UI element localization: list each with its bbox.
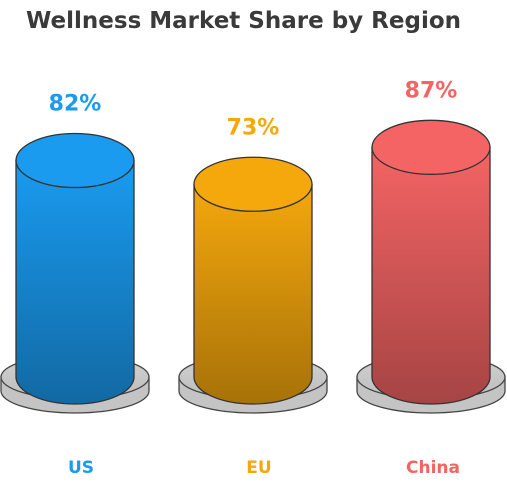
bars-group: 82% US 73% EU 87% China: [0, 78, 506, 478]
bar-eu: [193, 183, 313, 405]
category-label-us: US: [68, 458, 94, 478]
value-label-eu: 73%: [227, 115, 280, 140]
bar-us: [15, 159, 135, 405]
bar-china: [371, 146, 491, 405]
value-label-china: 87%: [405, 78, 458, 103]
value-label-us: 82%: [49, 92, 102, 117]
chart-title: Wellness Market Share by Region: [26, 8, 461, 34]
bar-top-eu: [193, 156, 313, 212]
category-label-eu: EU: [246, 458, 271, 478]
bar-top-china: [371, 119, 491, 175]
category-label-china: China: [406, 458, 460, 478]
bar-top-us: [15, 132, 135, 189]
